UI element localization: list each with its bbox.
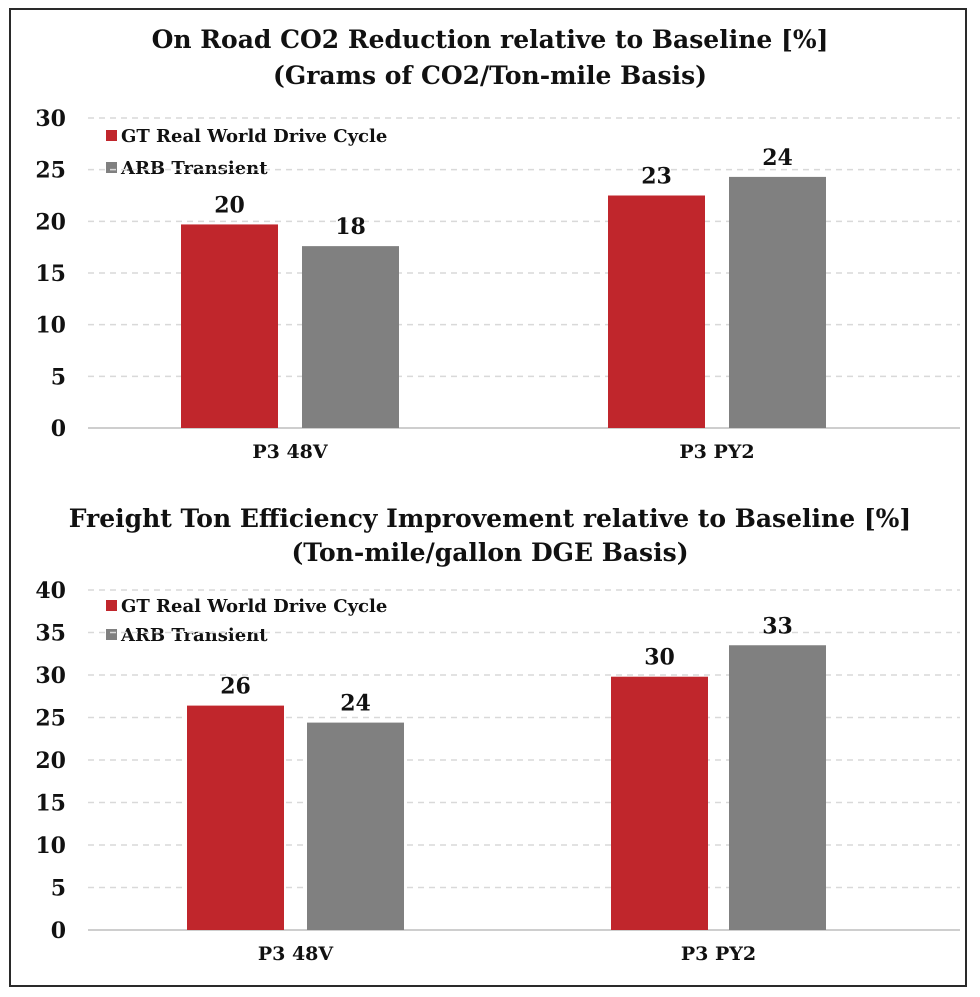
chart-1-subtitle: (Grams of CO2/Ton-mile Basis) bbox=[273, 61, 707, 90]
chart-1-y-tick-label: 15 bbox=[35, 261, 66, 287]
chart-2-y-tick-label: 35 bbox=[35, 621, 66, 647]
chart-2-data-label: 33 bbox=[762, 613, 793, 639]
chart-1-y-tick-label: 25 bbox=[35, 158, 66, 184]
chart-2-bar bbox=[307, 722, 404, 930]
chart-1-title: On Road CO2 Reduction relative to Baseli… bbox=[152, 25, 829, 54]
chart-1-legend: GT Real World Drive Cycle ARB Transient bbox=[106, 126, 387, 179]
chart-2-legend: GT Real World Drive Cycle ARB Transient bbox=[106, 596, 387, 646]
chart-1-data-label: 20 bbox=[214, 192, 245, 218]
chart-2-bar bbox=[187, 705, 284, 930]
chart-2-x-tick-label: P3 PY2 bbox=[681, 943, 756, 965]
chart-2-data-label: 30 bbox=[644, 645, 675, 671]
chart-1-x-tick-label: P3 PY2 bbox=[679, 441, 754, 463]
chart-1-data-label: 24 bbox=[762, 145, 793, 171]
legend-swatch-gt bbox=[106, 130, 117, 141]
chart-2-data-label: 26 bbox=[220, 674, 251, 700]
chart-2-y-tick-label: 25 bbox=[35, 706, 66, 732]
chart-1-bar bbox=[302, 246, 399, 428]
chart-1-x-tick-label: P3 48V bbox=[252, 441, 329, 463]
chart-1-bar bbox=[608, 195, 705, 428]
chart-2-title: Freight Ton Efficiency Improvement relat… bbox=[69, 504, 911, 533]
chart-2-subtitle: (Ton-mile/gallon DGE Basis) bbox=[291, 538, 688, 567]
legend-label-arb: ARB Transient bbox=[120, 158, 268, 179]
chart-2-y-tick-label: 15 bbox=[35, 791, 66, 817]
legend-swatch-gt bbox=[106, 600, 117, 611]
legend-label-gt: GT Real World Drive Cycle bbox=[121, 596, 387, 617]
chart-1-y-tick-label: 5 bbox=[51, 364, 66, 390]
chart-2-x-tick-label: P3 48V bbox=[258, 943, 335, 965]
chart-1-bar bbox=[729, 176, 826, 428]
chart-1-y-tick-label: 0 bbox=[51, 416, 66, 442]
chart-2-data-label: 24 bbox=[340, 691, 371, 717]
chart-2-y-tick-label: 5 bbox=[51, 876, 66, 902]
chart-1-y-tick-label: 20 bbox=[35, 209, 66, 235]
chart-1-y-tick-label: 30 bbox=[35, 106, 66, 132]
legend-swatch-arb bbox=[106, 629, 117, 640]
chart-1-data-label: 18 bbox=[335, 214, 366, 240]
legend-label-gt: GT Real World Drive Cycle bbox=[121, 126, 387, 147]
chart-1-y-tick-label: 10 bbox=[35, 313, 66, 339]
chart-1-data-label: 23 bbox=[641, 164, 672, 190]
chart-2-bar bbox=[729, 645, 826, 930]
chart-2-y-tick-label: 10 bbox=[35, 833, 66, 859]
chart-2-y-tick-label: 0 bbox=[51, 918, 66, 944]
chart-2-bar bbox=[611, 676, 708, 930]
chart-2-y-tick-label: 20 bbox=[35, 748, 66, 774]
chart-2-y-tick-label: 40 bbox=[35, 578, 66, 604]
chart-2-y-tick-label: 30 bbox=[35, 663, 66, 689]
legend-swatch-arb bbox=[106, 162, 117, 173]
chart-1-bar bbox=[181, 224, 278, 428]
legend-label-arb: ARB Transient bbox=[120, 625, 268, 646]
